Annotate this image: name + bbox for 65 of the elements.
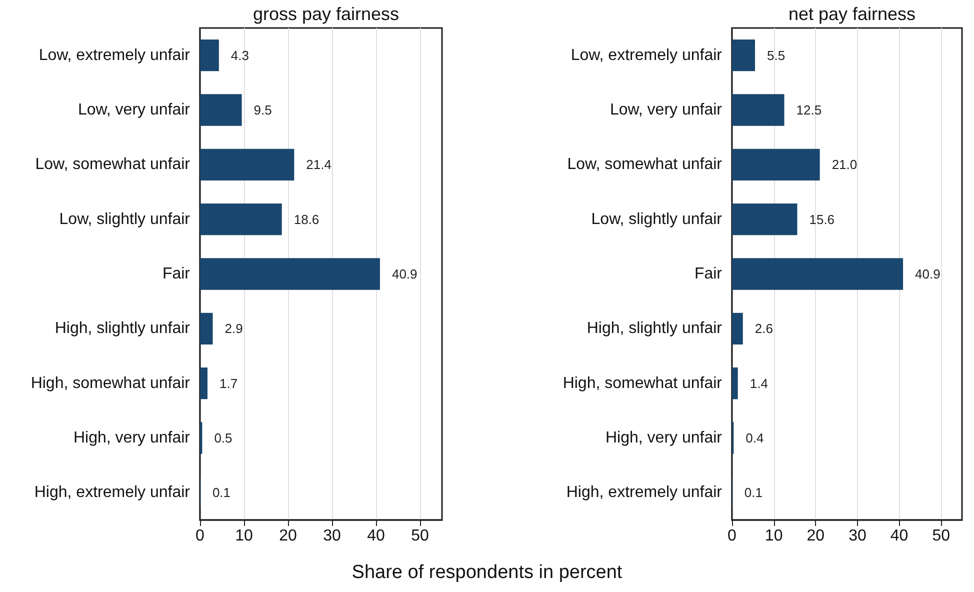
y-tick-label: Fair: [694, 266, 723, 282]
y-tick-label: Low, very unfair: [78, 102, 191, 118]
data-label: 21.0: [832, 157, 858, 172]
bar: [732, 312, 743, 345]
x-tick-label: 40: [890, 528, 908, 544]
x-tick-label: 10: [235, 528, 253, 544]
data-label: 15.6: [809, 212, 835, 227]
x-tick-label: 40: [367, 528, 385, 544]
y-tick-label: Low, somewhat unfair: [567, 156, 723, 174]
y-tick-label: Low, slightly unfair: [591, 210, 723, 228]
chart-title: net pay fairness: [788, 4, 916, 24]
y-tick-label: Low, slightly unfair: [59, 210, 191, 228]
x-tick-label: 30: [323, 528, 341, 544]
data-label: 4.3: [230, 48, 249, 63]
x-tick-label: 0: [728, 528, 737, 544]
y-tick-label: High, extremely unfair: [34, 484, 191, 502]
data-label: 40.9: [915, 266, 940, 282]
bar: [732, 258, 904, 290]
x-tick-label: 10: [764, 528, 783, 544]
data-label: 5.5: [767, 48, 786, 63]
bar: [732, 94, 784, 126]
x-tick-label: 50: [932, 528, 950, 544]
data-label: 0.5: [214, 430, 232, 446]
data-label: 21.4: [306, 157, 332, 172]
y-tick-label: High, slightly unfair: [54, 320, 191, 338]
x-tick-label: 20: [806, 528, 825, 544]
y-tick-label: High, somewhat unfair: [562, 374, 723, 392]
data-label: 40.9: [392, 266, 418, 282]
y-tick-label: Low, very unfair: [610, 102, 723, 118]
chart-title: gross pay fairness: [252, 4, 400, 24]
data-label: 0.1: [212, 485, 231, 500]
bar: [200, 148, 294, 181]
data-label: 18.6: [294, 212, 320, 227]
y-tick-label: High, somewhat unfair: [30, 374, 191, 392]
y-tick-label: Fair: [162, 266, 191, 282]
bar: [200, 312, 213, 345]
y-tick-label: High, very unfair: [74, 430, 191, 446]
y-tick-label: High, very unfair: [606, 430, 723, 446]
data-label: 2.9: [224, 321, 243, 336]
x-tick-label: 0: [196, 528, 205, 544]
bar: [732, 39, 755, 72]
data-label: 12.5: [796, 102, 822, 118]
y-tick-label: Low, somewhat unfair: [35, 156, 191, 174]
bar: [200, 258, 380, 290]
y-tick-label: High, slightly unfair: [586, 320, 723, 338]
data-label: 0.4: [746, 430, 764, 446]
y-tick-label: Low, extremely unfair: [570, 46, 723, 64]
bar: [200, 94, 242, 126]
data-label: 2.6: [754, 321, 773, 336]
data-label: 1.4: [750, 376, 768, 391]
y-tick-label: Low, extremely unfair: [38, 46, 191, 64]
bar: [200, 203, 282, 236]
bar: [732, 367, 738, 400]
bar: [732, 203, 798, 236]
x-tick-label: 50: [411, 528, 429, 544]
x-axis-title: Share of respondents in percent: [350, 562, 624, 584]
data-label: 0.1: [744, 485, 762, 500]
x-tick-label: 20: [279, 528, 297, 544]
x-tick-label: 30: [848, 528, 866, 544]
bar: [200, 367, 208, 400]
y-tick-label: High, extremely unfair: [566, 484, 723, 502]
data-label: 9.5: [254, 102, 272, 118]
data-label: 1.7: [219, 376, 238, 391]
bar: [200, 39, 219, 72]
bar: [732, 148, 820, 181]
